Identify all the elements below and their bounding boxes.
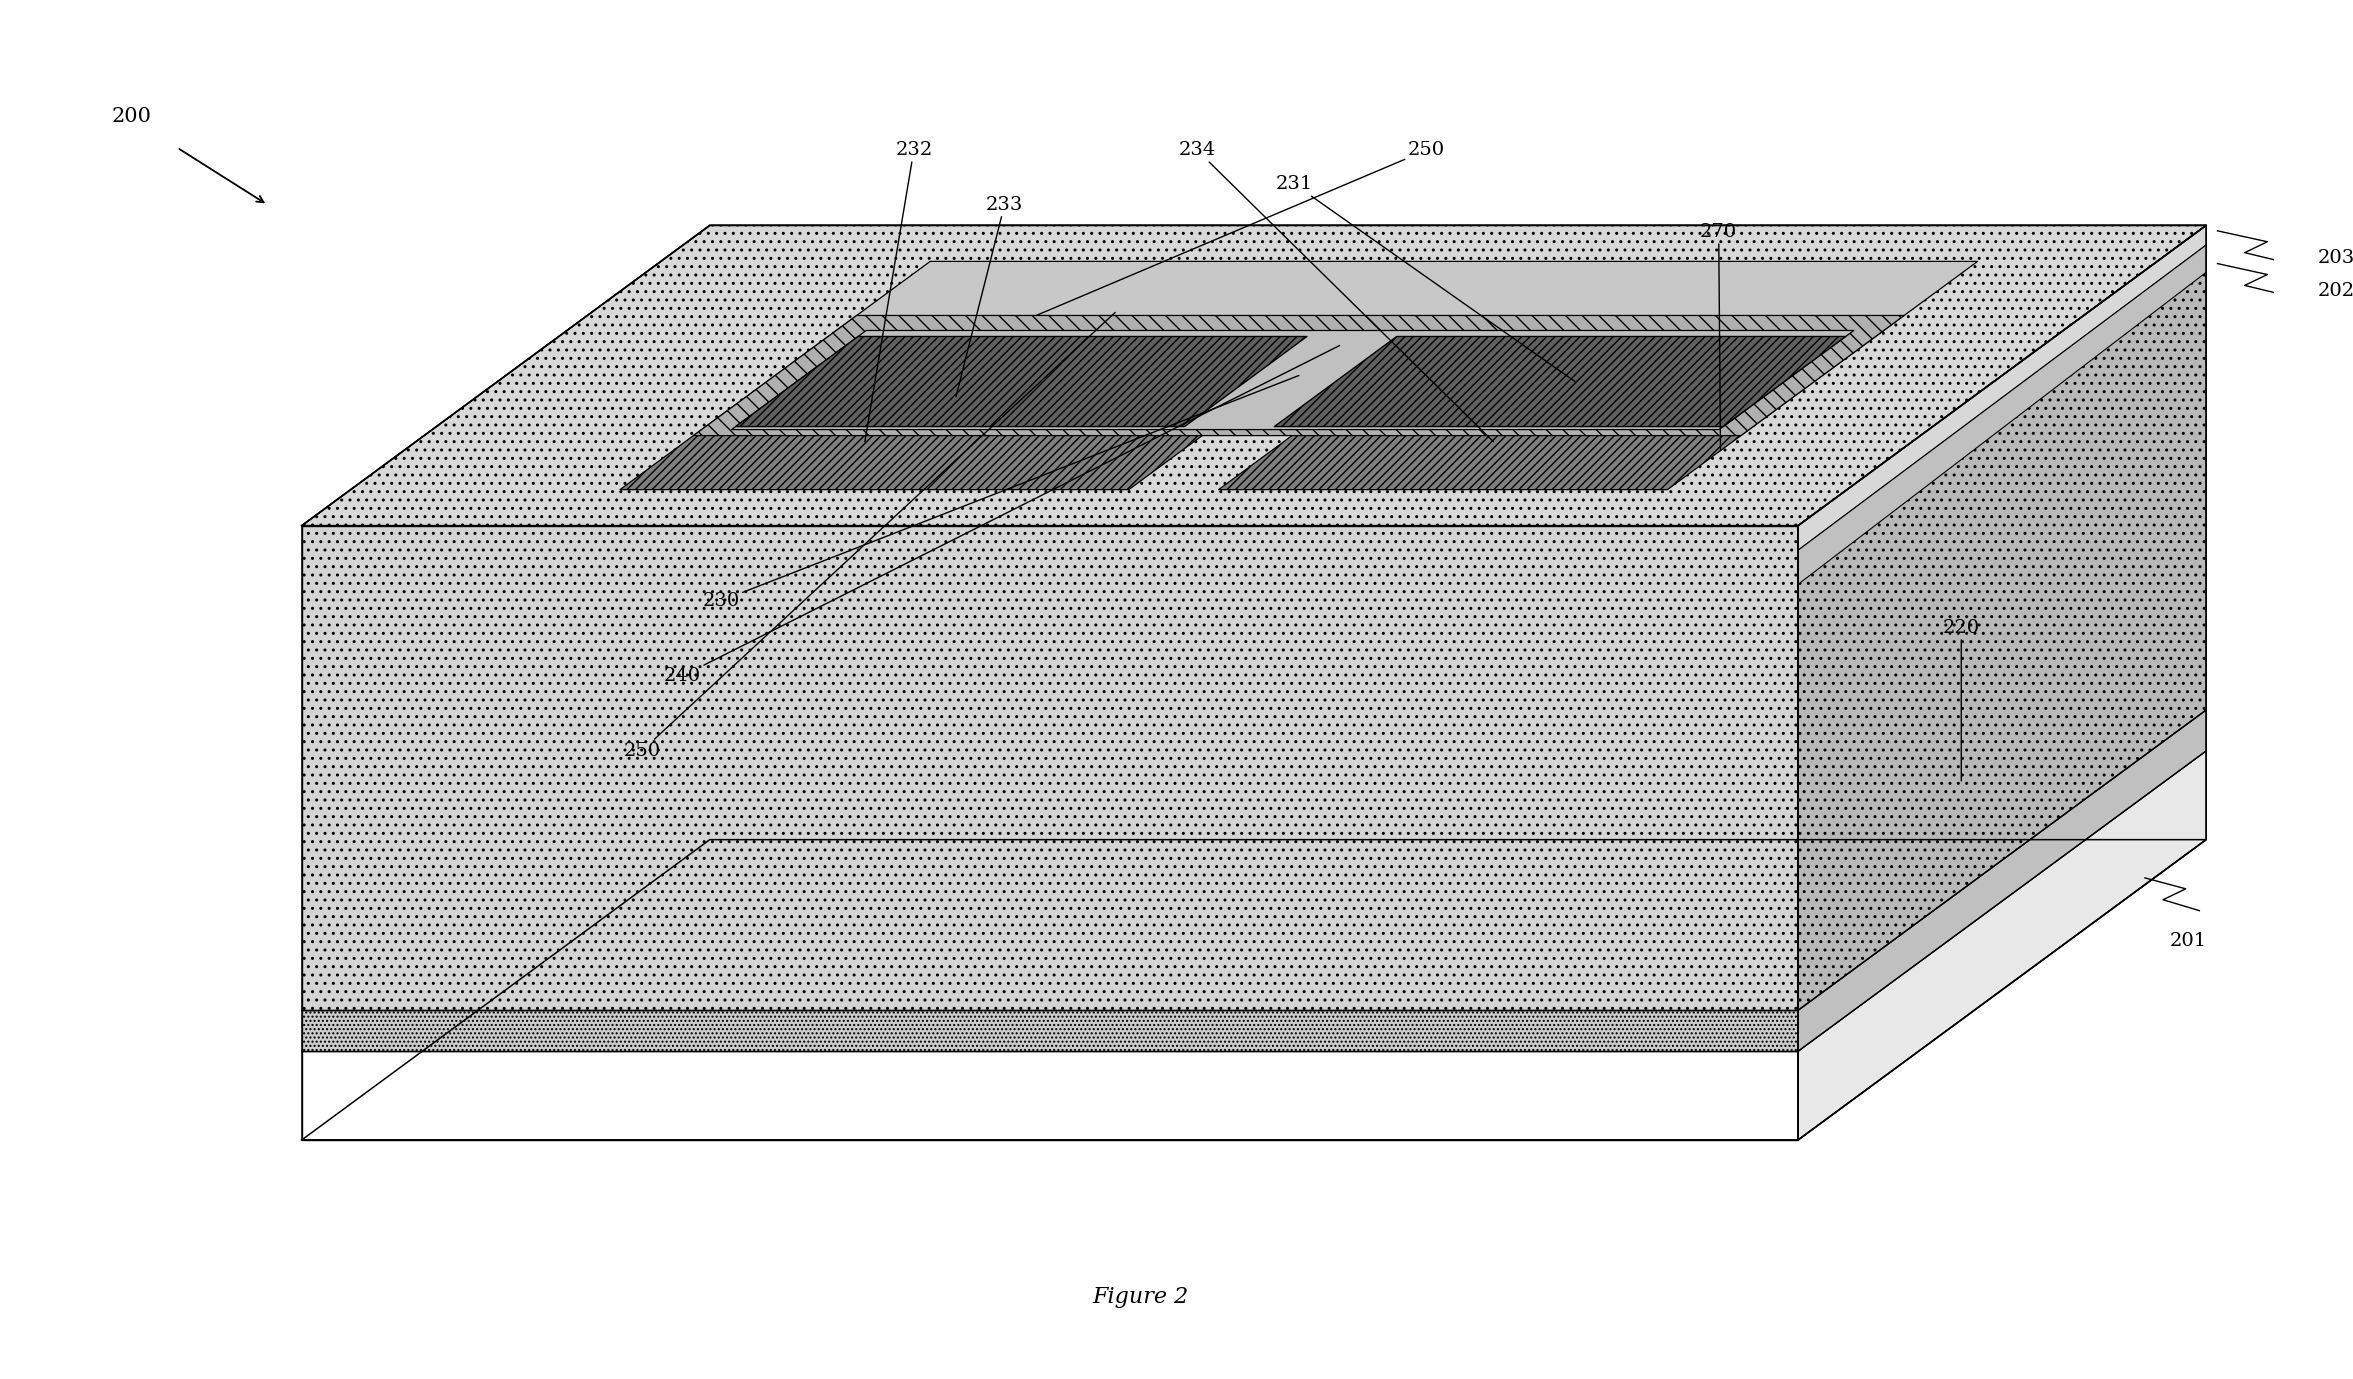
Text: 233: 233 — [955, 196, 1024, 397]
Text: 250: 250 — [1035, 141, 1445, 316]
Polygon shape — [301, 525, 1798, 1011]
Text: Figure 2: Figure 2 — [1092, 1287, 1188, 1307]
Polygon shape — [1219, 360, 1842, 490]
Text: 200: 200 — [111, 106, 151, 125]
Polygon shape — [301, 710, 2207, 1011]
Polygon shape — [301, 752, 2207, 1051]
Text: 232: 232 — [866, 141, 932, 441]
Text: 234: 234 — [1179, 141, 1494, 441]
Text: 203: 203 — [2318, 250, 2353, 268]
Text: 231: 231 — [1275, 175, 1574, 382]
Polygon shape — [694, 316, 1904, 436]
Polygon shape — [301, 1011, 1798, 1051]
Text: 220: 220 — [1944, 619, 1979, 781]
Text: 230: 230 — [704, 375, 1299, 610]
Polygon shape — [1798, 225, 2207, 1011]
Polygon shape — [1798, 245, 2207, 585]
Polygon shape — [619, 360, 1304, 490]
Polygon shape — [1798, 225, 2207, 550]
Polygon shape — [732, 331, 1854, 430]
Text: 270: 270 — [1701, 223, 1737, 451]
Text: 240: 240 — [664, 346, 1339, 685]
Polygon shape — [1275, 336, 1845, 426]
Polygon shape — [301, 225, 2207, 525]
Polygon shape — [301, 1051, 1798, 1140]
Text: 250: 250 — [624, 313, 1115, 760]
Text: 201: 201 — [2169, 932, 2207, 950]
Polygon shape — [1798, 752, 2207, 1140]
Polygon shape — [736, 336, 1306, 426]
Polygon shape — [1798, 710, 2207, 1051]
Polygon shape — [795, 262, 1977, 360]
Text: 202: 202 — [2318, 281, 2353, 299]
